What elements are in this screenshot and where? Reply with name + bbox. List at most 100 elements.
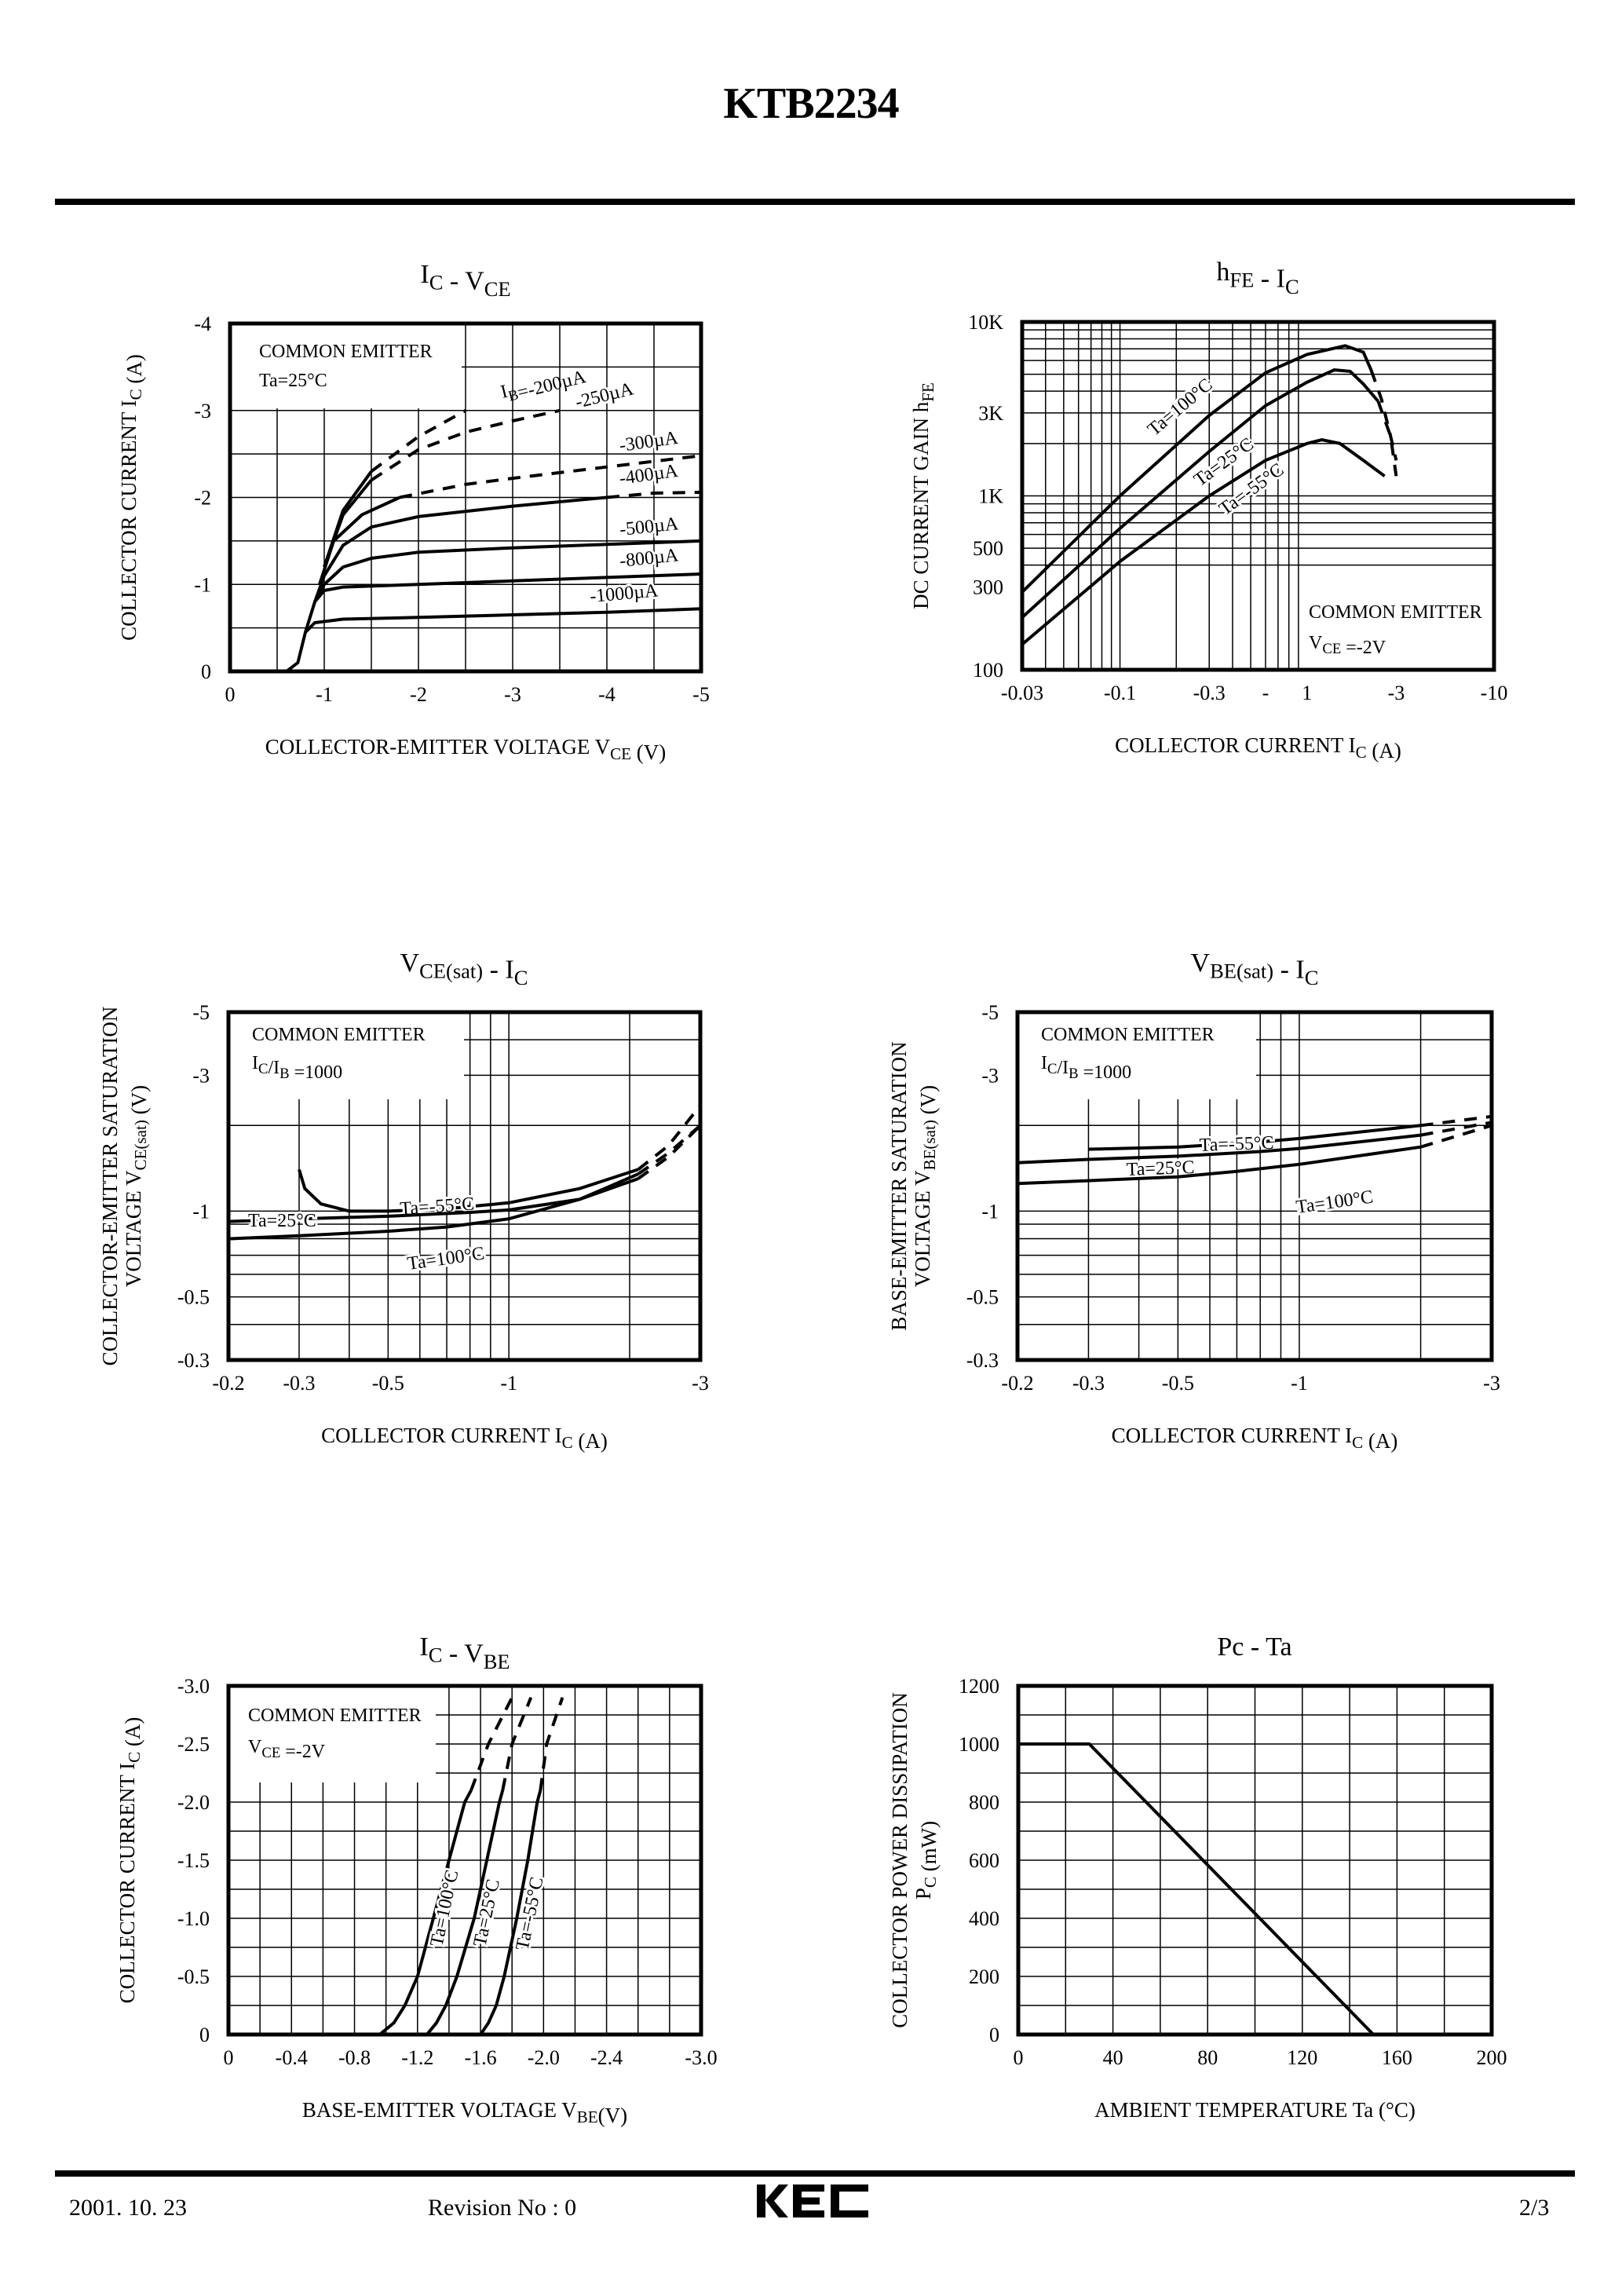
x-tick-label: -0.4: [276, 2046, 308, 2069]
x-tick-label: -0.3: [1072, 1372, 1105, 1395]
x-tick-label: 0: [1014, 2046, 1024, 2069]
series-line: [479, 1790, 542, 2036]
y-tick-label: 800: [969, 1791, 999, 1814]
legend-box: COMMON EMITTER IC/IB =1000: [1041, 1025, 1215, 1083]
series-label-group: -800µA: [616, 543, 682, 574]
y-tick-label: 300: [973, 576, 1003, 598]
y-tick-label: -1: [194, 573, 211, 596]
series-line-dashed: [370, 409, 466, 473]
x-tick-label: 160: [1382, 2046, 1412, 2069]
series-line-dashed: [606, 490, 702, 499]
legend-line-1: COMMON EMITTER: [259, 342, 433, 362]
y-tick-label: 100: [973, 659, 1003, 682]
series-line: [1021, 368, 1379, 619]
y-axis-label: COLLECTOR CURRENT IC (A): [115, 1717, 144, 2004]
y-tick-label: -2.5: [177, 1733, 210, 1756]
y-tick-label: 500: [973, 537, 1003, 560]
plot-frame: [1015, 1010, 1494, 1362]
chart-pc-ta: Pc - Ta 0 40 80 120 160 200 0 200 400 600 800 1000 12…: [888, 1632, 1507, 2122]
y-axis-label: COLLECTOR POWER DISSIPATION: [888, 1692, 911, 2028]
series-line-dashed: [399, 454, 702, 499]
grid: [1022, 322, 1494, 670]
chart-title: IC - VCE: [420, 260, 510, 301]
series-label: -500µA: [619, 514, 680, 540]
series-line-dashed: [637, 1104, 702, 1171]
series-line: [1018, 1742, 1375, 2036]
y-tick-label: -5: [981, 1001, 999, 1024]
series-label-group: -500µA: [616, 511, 682, 543]
x-tick-label: -0.2: [1001, 1372, 1033, 1395]
series-label-group: Ta=100°C: [404, 1241, 488, 1276]
y-axis-label: BASE-EMITTER SATURATION: [887, 1041, 911, 1330]
y-tick-label: -2.0: [177, 1791, 210, 1814]
plot-frame: [226, 1010, 703, 1362]
grid: [228, 1686, 701, 2035]
y-tick-label: -1.0: [177, 1907, 210, 1930]
y-tick-label: -3: [192, 1064, 210, 1087]
y-axis-label: COLLECTOR-EMITTER SATURATION: [98, 1007, 122, 1366]
x-tick-label: -5: [692, 683, 710, 706]
chart-title: VBE(sat) - IC: [1191, 949, 1319, 989]
series-line-dashed: [1420, 1124, 1492, 1149]
y-axis-label: DC CURRENT GAIN hFE: [909, 382, 937, 609]
plot-frame: [1016, 1684, 1494, 2037]
x-axis-label: COLLECTOR CURRENT IC (A): [321, 1424, 608, 1453]
x-tick-label: -0.5: [372, 1372, 404, 1395]
y-tick-label: -1: [192, 1200, 210, 1223]
y-tick-label: 600: [969, 1849, 999, 1872]
x-axis-label: BASE-EMITTER VOLTAGE VBE(V): [302, 2098, 627, 2127]
series-line: [426, 1790, 505, 2036]
y-tick-label: -3.0: [177, 1675, 210, 1698]
x-tick-label: -0.3: [283, 1372, 315, 1395]
y-tick-label: -0.3: [966, 1349, 999, 1372]
series-line: [1021, 344, 1373, 594]
series-line: [313, 539, 702, 603]
y-axis-label-group: BASE-EMITTER SATURATION VOLTAGE VBE(sat) …: [887, 1041, 940, 1330]
series-line: [313, 495, 608, 603]
plot-frame: [226, 1684, 703, 2037]
x-tick-label: -1.6: [464, 2046, 496, 2069]
y-tick-label: 10K: [968, 311, 1003, 334]
legend-line-2: IC/IB =1000: [252, 1053, 342, 1083]
footer-rule: [55, 2170, 1575, 2177]
x-tick-label: -0.3: [1193, 682, 1226, 704]
x-tick-label: 0: [225, 683, 236, 706]
legend-line-1: COMMON EMITTER: [248, 1706, 422, 1726]
series-label: -300µA: [618, 428, 680, 456]
y-tick-label: -0.5: [966, 1286, 999, 1309]
chart-title: hFE - IC: [1216, 258, 1299, 298]
chart-title: IC - VBE: [419, 1632, 510, 1673]
legend-box: COMMON EMITTER VCE =-2V: [248, 1706, 422, 1762]
x-tick-label: -0.8: [338, 2046, 371, 2069]
x-tick-label: -3: [1388, 682, 1405, 704]
series-label-group: Ta=100°C: [1142, 372, 1218, 442]
kec-logo: [757, 2184, 868, 2217]
y-tick-label: -2: [194, 487, 211, 510]
y-tick-label: -1: [981, 1200, 999, 1223]
x-tick-label: -1: [500, 1372, 517, 1395]
legend-line-1: COMMON EMITTER: [1041, 1025, 1215, 1045]
y-axis-label-group: COLLECTOR-EMITTER SATURATION VOLTAGE VCE(…: [98, 1007, 151, 1366]
grid: [228, 1012, 700, 1360]
x-tick-label: -3.0: [685, 2046, 717, 2069]
x-tick-label: 120: [1287, 2046, 1317, 2069]
series-label: Ta=100°C: [1144, 375, 1216, 440]
series-label: Ta=25°C: [248, 1211, 316, 1231]
footer-revision: Revision No : 0: [428, 2195, 577, 2221]
x-axis-label: COLLECTOR CURRENT IC (A): [1115, 733, 1401, 762]
x-tick-label: -0.5: [1162, 1372, 1194, 1395]
plot-frame: [1020, 320, 1496, 672]
y-tick-label: 200: [969, 1965, 999, 1988]
series-line: [323, 479, 373, 568]
x-tick-label: -: [1262, 682, 1269, 704]
y-tick-label: 3K: [978, 402, 1003, 425]
series-line-dashed: [637, 1124, 702, 1175]
x-tick-label: -3: [692, 1372, 709, 1395]
y-axis-label-2: PC (mW): [911, 1821, 941, 1899]
chart-vcesat-ic: VCE(sat) - IC-0.2 -0.3 -0.5 -1 -3-0.3-0.5-1-…: [98, 949, 709, 1453]
series-line: [1088, 1124, 1421, 1151]
series-line-dashed: [1376, 400, 1398, 477]
series-label: Ta=100°C: [1295, 1186, 1374, 1217]
series-label-group: -300µA: [616, 426, 682, 459]
footer-page: 2/3: [1519, 2195, 1550, 2221]
